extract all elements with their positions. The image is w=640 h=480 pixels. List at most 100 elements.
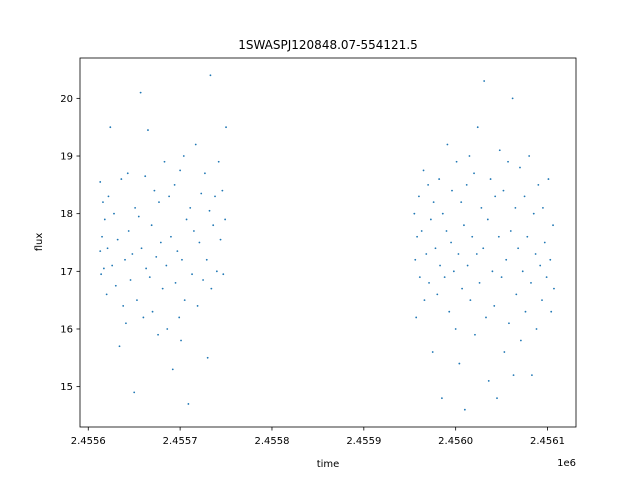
data-point xyxy=(103,218,106,221)
y-axis-label: flux xyxy=(34,233,45,252)
data-point xyxy=(204,172,206,175)
data-point xyxy=(414,258,417,261)
data-point xyxy=(206,356,209,359)
data-point xyxy=(105,293,108,296)
data-point xyxy=(535,328,538,330)
data-point xyxy=(208,209,211,212)
data-point xyxy=(210,287,213,290)
data-point xyxy=(219,238,222,241)
data-point xyxy=(209,74,212,77)
data-point xyxy=(454,328,457,330)
data-point xyxy=(420,230,423,232)
data-point xyxy=(413,212,416,215)
data-point xyxy=(425,253,428,255)
data-point xyxy=(482,247,485,250)
data-point xyxy=(173,183,176,186)
data-point xyxy=(457,253,460,255)
data-point xyxy=(224,218,227,221)
data-point xyxy=(489,178,492,180)
data-point xyxy=(451,189,453,192)
data-point xyxy=(517,247,520,250)
data-point xyxy=(157,333,159,336)
data-point xyxy=(534,253,537,255)
data-point xyxy=(174,281,177,284)
data-point xyxy=(194,143,197,146)
data-point xyxy=(474,333,476,336)
data-point xyxy=(439,264,441,267)
data-point xyxy=(181,258,183,261)
data-point xyxy=(436,293,439,296)
data-point xyxy=(102,201,104,204)
data-point xyxy=(505,258,508,261)
data-point xyxy=(137,215,140,218)
data-point xyxy=(452,270,455,273)
data-point xyxy=(191,273,193,276)
data-point xyxy=(515,293,518,296)
data-point xyxy=(145,267,148,270)
data-point xyxy=(549,258,552,261)
data-point xyxy=(161,287,164,290)
data-point xyxy=(111,264,114,267)
plot-frame xyxy=(79,57,577,428)
data-point xyxy=(140,247,143,250)
data-point xyxy=(441,397,443,400)
data-point xyxy=(158,201,160,204)
data-point xyxy=(539,264,542,267)
data-point xyxy=(168,195,171,198)
data-point xyxy=(524,310,527,313)
data-point xyxy=(113,212,115,215)
data-point xyxy=(497,235,500,238)
data-point xyxy=(106,247,109,250)
data-point xyxy=(512,374,515,377)
data-point xyxy=(450,241,452,244)
data-point xyxy=(545,276,548,278)
data-point xyxy=(469,299,472,302)
data-point xyxy=(526,235,529,238)
data-point xyxy=(180,339,182,342)
data-point xyxy=(531,374,533,377)
data-point xyxy=(509,230,512,232)
data-point xyxy=(193,230,195,232)
data-point xyxy=(448,310,451,313)
y-axis: 15 16 17 18 19 20 xyxy=(60,94,80,393)
data-point xyxy=(542,207,544,209)
data-point xyxy=(485,316,487,319)
data-point xyxy=(147,129,149,131)
data-point xyxy=(528,155,531,157)
data-point xyxy=(432,201,435,204)
data-point xyxy=(465,183,468,186)
data-point xyxy=(99,250,102,253)
data-point xyxy=(552,224,554,227)
data-point xyxy=(478,281,481,284)
data-point xyxy=(434,247,437,250)
data-point xyxy=(441,212,444,215)
data-point xyxy=(486,218,489,221)
y-tick-label: 15 xyxy=(60,382,73,393)
data-point xyxy=(553,287,555,290)
data-point xyxy=(124,258,126,261)
data-point xyxy=(541,299,543,302)
data-point xyxy=(185,218,188,221)
data-point xyxy=(217,160,220,163)
data-point xyxy=(422,169,425,172)
data-point xyxy=(133,391,136,394)
data-point xyxy=(431,351,434,353)
data-points xyxy=(99,74,555,411)
data-point xyxy=(455,160,458,163)
x-axis-offset-label: 1e6 xyxy=(557,458,576,469)
data-point xyxy=(127,230,130,232)
data-point xyxy=(171,368,174,371)
data-point xyxy=(215,270,218,273)
data-point xyxy=(523,195,526,198)
data-point xyxy=(101,235,103,238)
data-point xyxy=(438,178,441,180)
data-point xyxy=(503,351,506,353)
x-tick-label: 2.4561 xyxy=(530,436,565,447)
data-point xyxy=(519,166,521,169)
data-point xyxy=(163,160,166,163)
x-tick-label: 2.4558 xyxy=(254,436,289,447)
data-point xyxy=(221,189,224,192)
data-point xyxy=(165,264,168,267)
data-point xyxy=(153,189,156,192)
